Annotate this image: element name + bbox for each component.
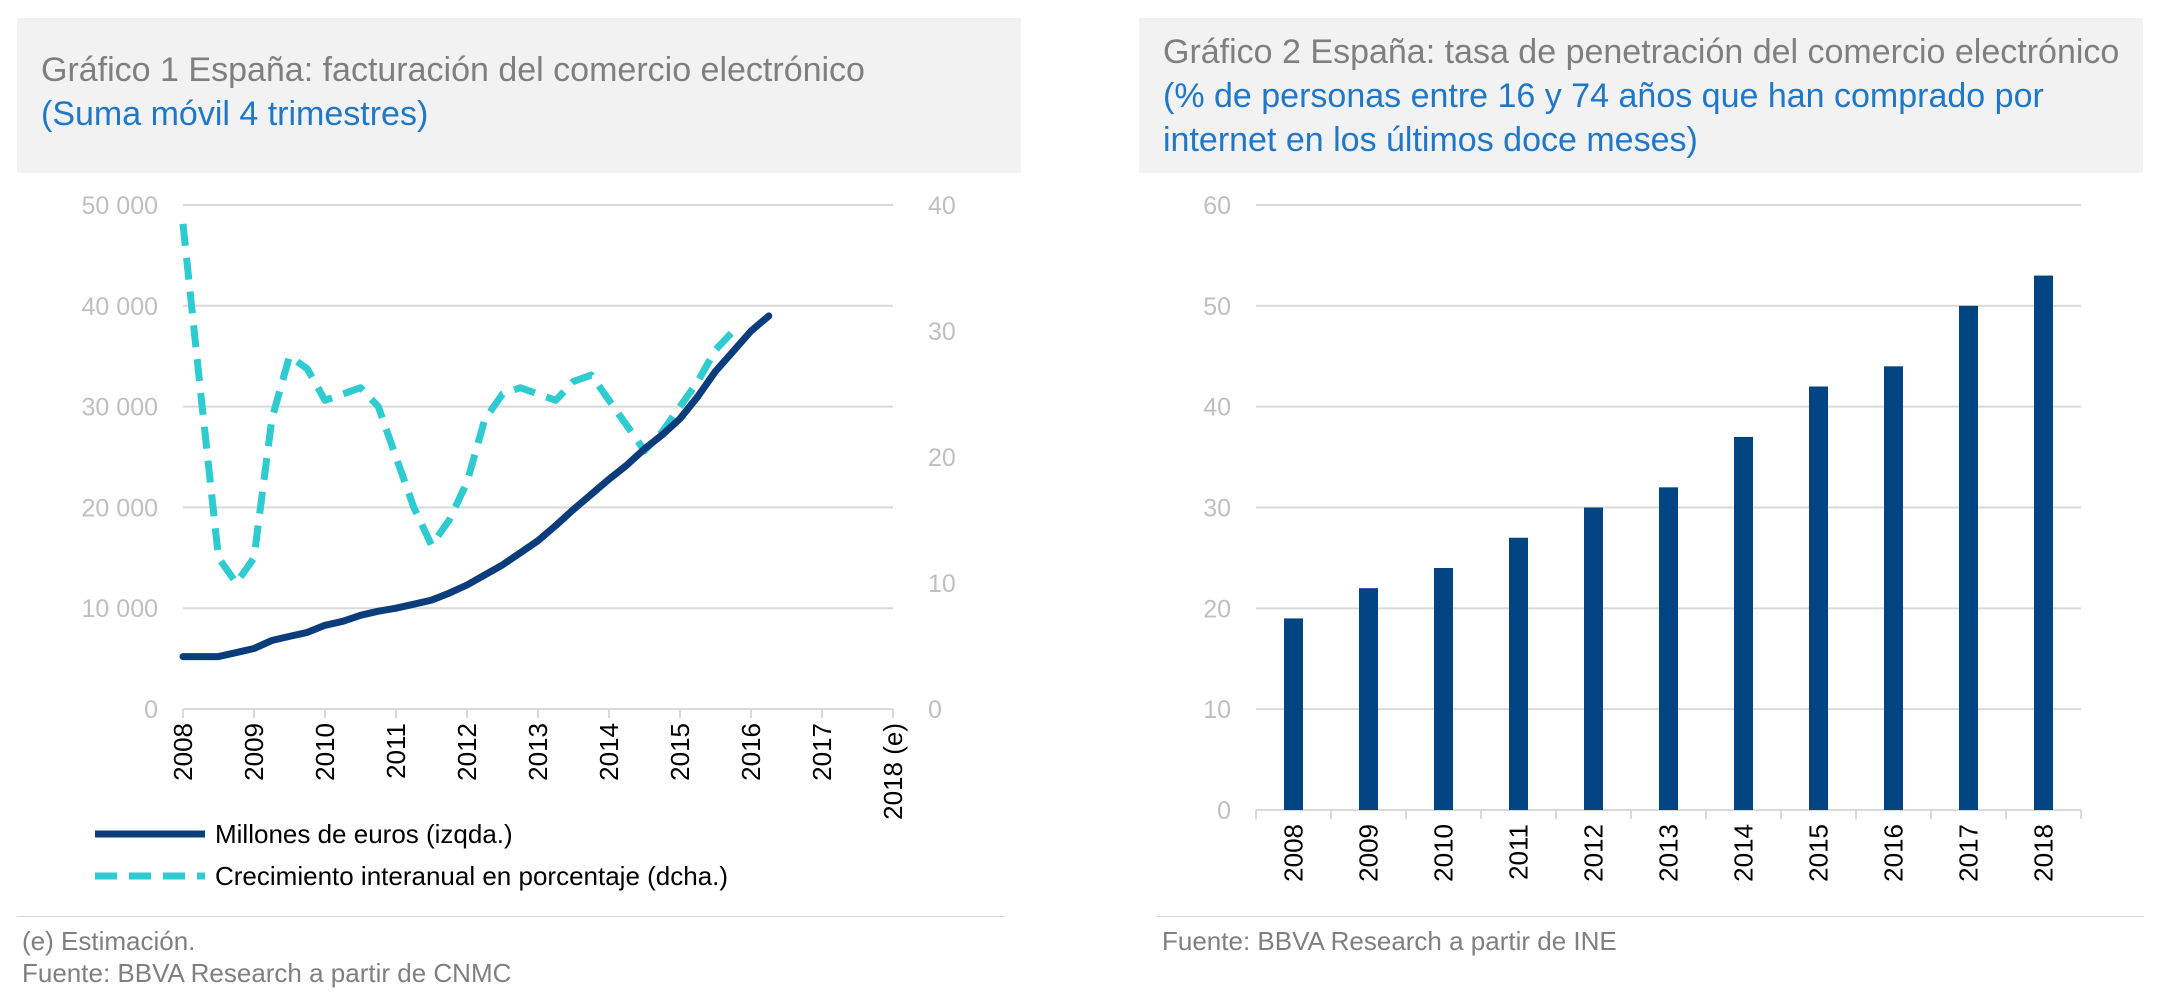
chart1-footer-rule [17,916,1005,917]
chart1-legend-growth: Crecimiento interanual en porcentaje (dc… [215,861,728,891]
chart1-title-block: Gráfico 1 España: facturación del comerc… [41,48,865,136]
chart1-left-tick-label: 30 000 [82,394,158,422]
chart1-category-label: 2015 [665,723,695,781]
chart1-right-tick-label: 20 [928,444,956,472]
chart2-title-block: Gráfico 2 España: tasa de penetración de… [1163,30,2133,162]
chart2-category-label: 2008 [1279,824,1309,882]
chart2-bar [1584,507,1603,810]
chart2-subtitle: (% de personas entre 16 y 74 años que ha… [1163,77,2044,159]
chart1-left-tick-label: 0 [144,696,158,724]
chart1-left-tick-label: 50 000 [82,192,158,220]
chart2-bar [1884,366,1903,810]
chart2-tick-label: 10 [1203,696,1231,724]
chart2-category-label: 2010 [1429,824,1459,882]
chart2-source: Fuente: BBVA Research a partir de INE [1162,926,1617,956]
chart1-right-tick-label: 10 [928,570,956,598]
chart2-tick-label: 60 [1203,192,1231,220]
chart1-left-tick-label: 20 000 [82,494,158,522]
chart2-bar [1284,618,1303,810]
chart2-category-label: 2016 [1879,824,1909,882]
chart1-right-tick-label: 0 [928,696,942,724]
chart1-title: Gráfico 1 España: facturación del comerc… [41,51,865,89]
chart1-euros-line [179,312,773,661]
chart2-tick-label: 50 [1203,293,1231,321]
chart1-category-label: 2017 [807,723,837,781]
chart1-category-label: 2009 [239,723,269,781]
chart1-category-label: 2010 [310,723,340,781]
chart2-tick-label: 40 [1203,394,1231,422]
chart2-tick-label: 30 [1203,495,1231,523]
chart2-bar [1659,487,1678,810]
chart1-category-label: 2012 [452,723,482,781]
chart2-tick-label: 20 [1203,595,1231,623]
chart1-header: Gráfico 1 España: facturación del comerc… [17,18,1021,173]
chart2-bar [1959,305,1978,810]
chart2-bar [2034,275,2053,810]
chart2-title: Gráfico 2 España: tasa de penetración de… [1163,33,2120,71]
chart1-footnote: (e) Estimación. [22,926,196,956]
chart2-category-label: 2017 [1954,824,1984,882]
chart2-bar [1809,386,1828,810]
chart2-category-label: 2009 [1354,824,1384,882]
chart1-category-label: 2018 (e) [878,723,908,820]
chart2-bar [1359,588,1378,810]
chart2-footer-rule [1156,916,2144,917]
chart1-legend-euros: Millones de euros (izqda.) [215,819,513,849]
chart1-subtitle: (Suma móvil 4 trimestres) [41,95,429,133]
chart1-growth-line [179,223,736,587]
chart1-right-tick-label: 40 [928,192,956,220]
chart1-category-label: 2011 [381,723,411,779]
chart1-left-tick-label: 10 000 [82,595,158,623]
chart2-bar [1434,568,1453,810]
chart1-right-tick-label: 30 [928,318,956,346]
chart2-category-label: 2014 [1729,824,1759,882]
chart2-category-label: 2018 [2029,824,2059,882]
chart1-category-label: 2008 [168,723,198,781]
chart1-category-label: 2016 [736,723,766,781]
chart2-category-label: 2015 [1804,824,1834,882]
chart2-header: Gráfico 2 España: tasa de penetración de… [1139,18,2143,173]
chart2-bar [1734,436,1753,810]
chart2-category-label: 2013 [1654,824,1684,882]
chart1-category-label: 2014 [594,723,624,781]
chart2-bar [1509,537,1528,810]
chart1-left-tick-label: 40 000 [82,293,158,321]
chart2-category-label: 2011 [1504,824,1534,880]
chart2-tick-label: 0 [1217,797,1231,825]
chart1-source: Fuente: BBVA Research a partir de CNMC [22,958,512,988]
chart2-category-label: 2012 [1579,824,1609,882]
chart1-category-label: 2013 [523,723,553,781]
